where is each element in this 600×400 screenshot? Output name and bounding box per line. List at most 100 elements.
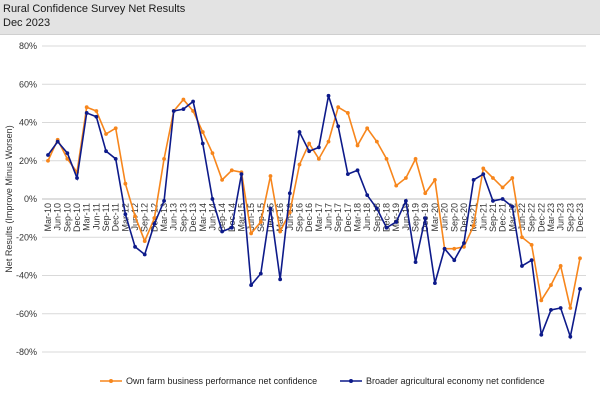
x-tick-label: Sep-10: [62, 203, 72, 232]
data-point: [210, 197, 215, 201]
data-point: [558, 264, 563, 268]
data-point: [326, 93, 331, 98]
data-point: [403, 199, 408, 203]
data-point: [491, 199, 495, 203]
data-point: [452, 258, 457, 263]
chart-header: Rural Confidence Survey Net Results Dec …: [0, 0, 600, 35]
y-tick-label: 40%: [19, 118, 37, 128]
data-point: [297, 162, 302, 167]
data-point: [94, 114, 99, 119]
data-point: [374, 206, 379, 211]
data-point: [268, 206, 273, 211]
y-tick-label: 60%: [19, 79, 37, 89]
data-point: [307, 149, 312, 154]
x-tick-label: Mar-17: [314, 203, 324, 232]
data-point: [394, 183, 399, 188]
x-tick-label: Mar-21: [469, 203, 479, 232]
data-point: [229, 168, 234, 173]
data-point: [258, 220, 263, 224]
x-tick-label: Sep-13: [178, 203, 188, 232]
data-point: [46, 153, 50, 157]
data-point: [181, 97, 186, 102]
data-point: [529, 258, 534, 263]
x-tick-label: Jun-16: [285, 203, 295, 231]
x-tick-label: Jun-21: [478, 203, 488, 231]
data-point: [462, 241, 466, 245]
series-line: [47, 95, 581, 340]
data-point: [578, 286, 582, 291]
x-tick-label: Dec-13: [188, 203, 198, 232]
data-point: [94, 109, 99, 113]
x-tick-label: Dec-15: [265, 203, 275, 232]
x-tick-label: Dec-14: [227, 203, 237, 232]
data-point: [520, 264, 524, 268]
x-tick-label: Dec-23: [575, 203, 585, 232]
data-point: [133, 214, 137, 219]
data-point: [452, 246, 457, 251]
data-point: [578, 256, 582, 261]
data-point: [210, 151, 215, 156]
data-point: [336, 124, 341, 129]
data-point: [539, 332, 544, 337]
data-point: [384, 225, 389, 230]
data-point: [510, 204, 515, 209]
x-tick-label: Sep-16: [294, 203, 304, 232]
data-point: [268, 174, 273, 178]
data-point: [75, 176, 79, 180]
data-point: [278, 277, 283, 282]
data-point: [520, 235, 524, 240]
data-point: [355, 143, 360, 148]
series-1: [46, 97, 582, 310]
data-point: [510, 176, 515, 180]
data-point: [239, 172, 244, 177]
data-point: [568, 334, 573, 339]
legend-marker: [349, 379, 353, 383]
y-tick-label: -60%: [16, 309, 37, 319]
x-tick-label: Dec-18: [382, 203, 392, 232]
x-tick-label: Mar-20: [430, 203, 440, 232]
data-point: [442, 246, 447, 251]
data-point: [287, 210, 292, 215]
data-point: [500, 197, 505, 201]
data-point: [384, 156, 389, 161]
y-axis-label: Net Results (Improve Minus Worsen): [4, 125, 14, 272]
x-tick-label: Dec-22: [536, 203, 546, 232]
legend-entry: Own farm business performance net confid…: [126, 376, 317, 386]
x-tick-label: Dec-10: [72, 203, 82, 232]
data-point: [307, 141, 312, 146]
data-point: [191, 109, 195, 113]
x-tick-label: Dec-20: [459, 203, 469, 232]
data-point: [152, 221, 157, 226]
data-point: [249, 231, 254, 236]
data-point: [191, 99, 195, 104]
data-point: [403, 176, 408, 180]
data-point: [413, 260, 418, 265]
series-2: [46, 93, 582, 340]
data-point: [549, 308, 553, 312]
x-tick-label: Sep-14: [217, 203, 227, 232]
x-tick-label: Mar-12: [120, 203, 130, 232]
y-tick-labels: -80% -60% -40% -20% 0% 20% 40% 60% 80%: [16, 41, 37, 357]
data-point: [558, 306, 563, 310]
data-point: [345, 172, 350, 177]
data-point: [181, 107, 186, 112]
data-point: [200, 130, 205, 134]
data-point: [433, 281, 437, 286]
data-point: [433, 177, 437, 182]
legend-entry: Broader agricultural economy net confide…: [366, 376, 545, 386]
series-lines: [46, 93, 582, 340]
data-point: [162, 199, 166, 203]
legend: Own farm business performance net confid…: [100, 376, 545, 386]
data-point: [229, 225, 234, 230]
legend-marker: [109, 379, 113, 383]
data-point: [326, 139, 331, 144]
data-point: [365, 193, 370, 198]
data-point: [413, 156, 418, 161]
x-tick-label: Sep-18: [372, 203, 382, 232]
data-point: [374, 139, 379, 144]
x-tick-label: Sep-15: [256, 203, 266, 232]
x-tick-label: Dec-11: [111, 203, 121, 231]
y-tick-label: -80%: [16, 347, 37, 357]
data-point: [123, 181, 128, 186]
